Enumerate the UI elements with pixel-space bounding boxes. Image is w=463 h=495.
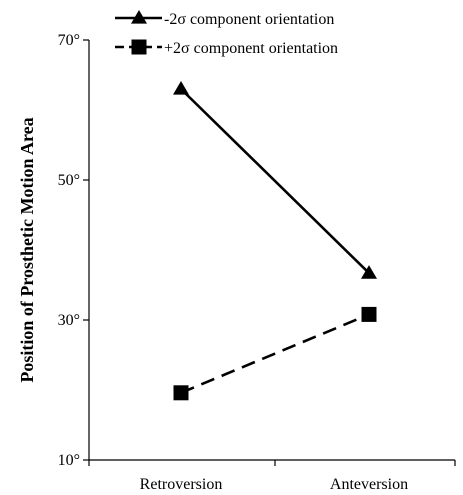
y-axis-title: Position of Prosthetic Motion Area — [17, 117, 37, 382]
y-tick-label: 50° — [58, 172, 80, 189]
triangle-marker — [131, 10, 147, 24]
legend: -2σ component orientation +2σ component o… — [115, 10, 338, 57]
square-marker — [173, 385, 189, 401]
square-marker — [131, 39, 147, 55]
x-tick-label: Retroversion — [140, 476, 223, 493]
y-tick-label: 30° — [58, 312, 80, 329]
legend-item: -2σ component orientation — [115, 10, 334, 28]
series-layer — [173, 81, 377, 401]
legend-label: -2σ component orientation — [164, 11, 334, 28]
legend-item: +2σ component orientation — [115, 39, 338, 57]
series-line — [180, 313, 370, 394]
y-axis: 10° 30° 50° 70° — [58, 32, 90, 469]
x-tick-label: Anteversion — [330, 476, 408, 493]
square-marker — [361, 306, 377, 322]
series-2 — [173, 306, 377, 401]
triangle-marker — [361, 265, 377, 279]
triangle-marker — [173, 81, 189, 95]
y-tick-label: 70° — [58, 32, 80, 49]
legend-label: +2σ component orientation — [164, 40, 338, 57]
series-1 — [173, 81, 377, 279]
series-line — [180, 88, 370, 275]
x-axis: Retroversion Anteversion — [88, 459, 456, 493]
y-tick-label: 10° — [58, 452, 80, 469]
